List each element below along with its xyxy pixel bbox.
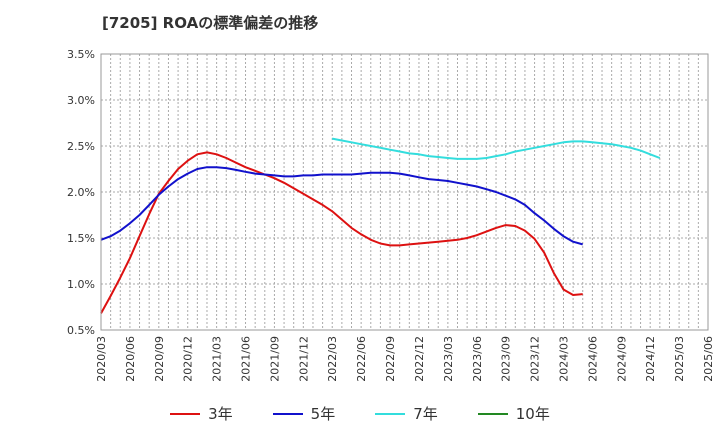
y-axis-ticks: 0.5% 1.0% 1.5% 2.0% 2.5% 3.0% 3.5% [67,48,95,337]
y-tick-label: 2.5% [67,140,95,153]
x-tick-label: 2021/03 [211,336,224,382]
legend-swatch-10y [477,412,508,415]
legend-label-3y: 3年 [208,405,233,423]
x-tick-label: 2022/09 [384,336,397,382]
legend-item-7y: 7年 [375,403,438,424]
x-tick-label: 2022/12 [413,336,426,382]
x-tick-label: 2024/09 [615,336,628,382]
legend-label-10y: 10年 [515,405,550,423]
legend-item-3y: 3年 [170,403,233,424]
x-tick-label: 2022/06 [355,336,368,382]
grid [100,53,709,331]
series-line-3 [332,137,661,160]
x-tick-label: 2024/03 [557,336,570,382]
plot-frame [100,53,709,331]
x-tick-label: 2021/12 [297,336,310,382]
legend-swatch-5y [272,412,303,415]
y-tick-label: 1.0% [67,278,95,291]
x-axis-ticks: 2020/03 2020/06 2020/09 2020/12 2021/03 2021/… [95,336,715,382]
legend-label-7y: 7年 [413,405,438,423]
x-tick-label: 2020/03 [95,336,108,382]
x-tick-label: 2023/09 [500,336,513,382]
chart-title: [7205] ROAの標準偏差の推移 [102,14,319,32]
legend-item-10y: 10年 [477,403,550,424]
legend-swatch-7y [375,412,406,415]
y-tick-label: 1.5% [67,232,95,245]
x-tick-label: 2023/12 [529,336,542,382]
legend-swatch-3y [170,412,201,415]
x-tick-label: 2022/03 [326,336,339,382]
x-tick-label: 2020/06 [124,336,137,382]
y-tick-label: 0.5% [67,324,95,337]
x-tick-label: 2023/03 [442,336,455,382]
series-line-2 [100,166,583,246]
x-tick-label: 2023/06 [471,336,484,382]
series-lines [100,137,661,314]
legend-item-5y: 5年 [272,403,336,424]
y-tick-label: 3.5% [67,48,95,61]
legend: 3年 5年 7年 10年 [0,403,720,424]
y-tick-label: 3.0% [67,94,95,107]
x-tick-label: 2021/09 [268,336,281,382]
legend-label-5y: 5年 [310,405,336,423]
x-tick-label: 2025/06 [702,336,715,382]
x-tick-label: 2020/12 [182,336,195,382]
x-tick-label: 2025/03 [673,336,686,382]
x-tick-label: 2024/12 [644,336,657,382]
x-tick-label: 2020/09 [153,336,166,382]
x-tick-label: 2021/06 [240,336,253,382]
y-tick-label: 2.0% [67,186,95,199]
x-tick-label: 2024/06 [586,336,599,382]
series-line-1 [100,151,583,314]
